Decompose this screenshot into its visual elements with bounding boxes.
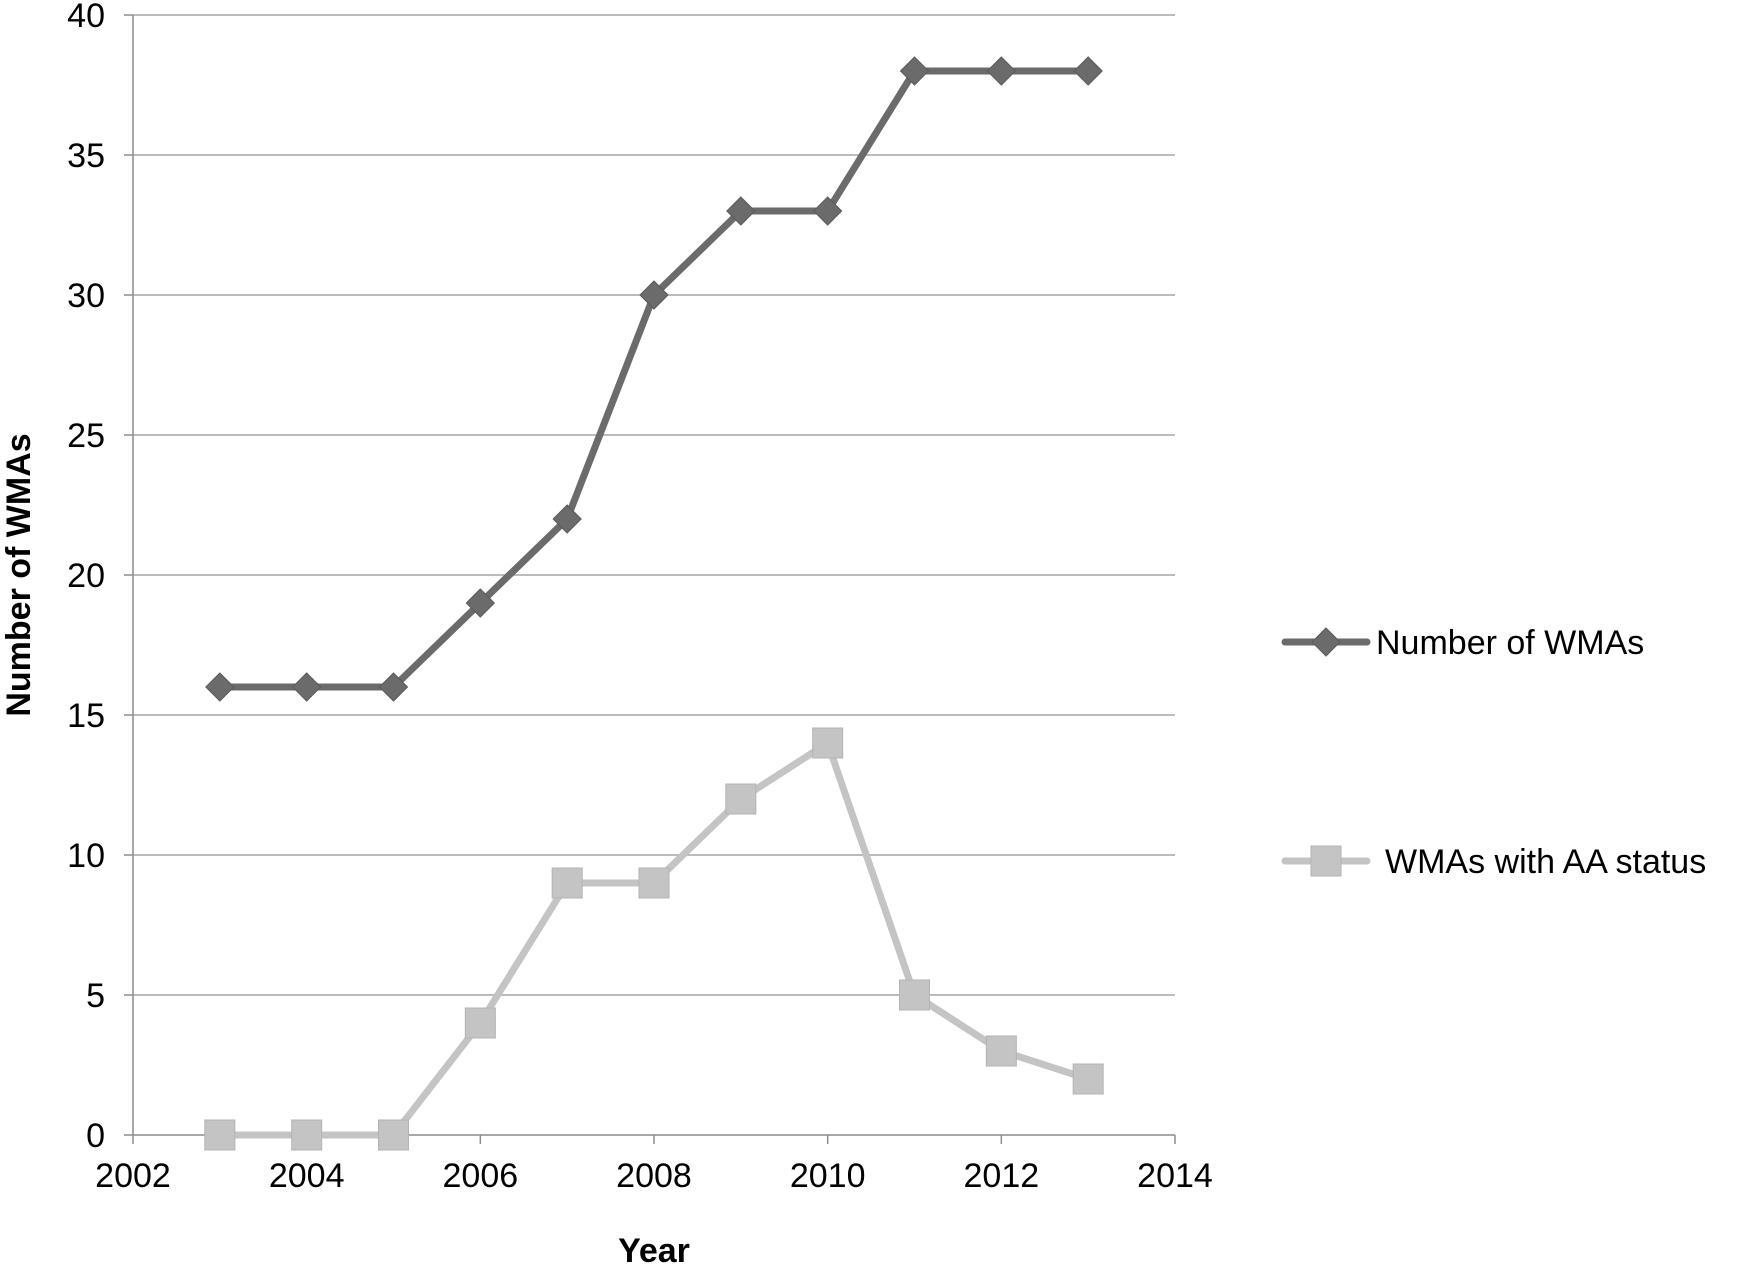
x-tick-label: 2010: [790, 1157, 866, 1195]
data-point: [204, 1119, 236, 1151]
x-tick-label: 2006: [443, 1157, 519, 1195]
x-tick-label: 2004: [269, 1157, 345, 1195]
axes: [124, 14, 1176, 1144]
series-2: [204, 727, 1104, 1151]
series-line: [216, 67, 1092, 691]
series-line: [216, 739, 1092, 1139]
data-point: [726, 196, 756, 226]
y-tick-label: 5: [86, 977, 105, 1015]
y-tick-label: 0: [86, 1117, 105, 1155]
data-point: [812, 727, 844, 759]
data-point: [464, 1007, 496, 1039]
y-tick-label: 40: [67, 0, 105, 35]
x-axis-title: Year: [618, 1232, 690, 1266]
legend-swatch-marker: [1311, 627, 1341, 657]
tick-labels: 0 5 10 15 20 25 30 35 40 2002 2004 2006 2008 2010 2012…: [67, 0, 1213, 1195]
data-point: [551, 867, 583, 899]
y-tick-label: 15: [67, 697, 105, 735]
data-point: [899, 979, 930, 1011]
y-tick-label: 20: [67, 557, 105, 595]
y-tick-label: 25: [67, 417, 105, 455]
legend-swatch-marker: [1310, 845, 1342, 877]
data-point: [291, 672, 322, 702]
data-point: [552, 504, 582, 534]
series-lines: [204, 56, 1104, 1151]
data-point: [638, 867, 670, 899]
data-point: [465, 588, 496, 618]
y-tick-label: 10: [67, 837, 105, 875]
data-point: [378, 1119, 409, 1151]
legend-label: WMAs with AA status: [1385, 843, 1706, 881]
x-tick-label: 2012: [964, 1157, 1040, 1195]
y-tick-label: 35: [67, 137, 105, 175]
data-point: [1072, 1063, 1104, 1095]
x-tick-label: 2014: [1137, 1157, 1213, 1195]
data-point: [291, 1119, 323, 1151]
data-point: [1073, 56, 1103, 86]
y-tick-label: 30: [67, 277, 105, 315]
data-point: [378, 672, 409, 702]
data-point: [639, 280, 669, 310]
gridlines: [133, 14, 1175, 996]
x-tick-label: 2008: [616, 1157, 692, 1195]
data-point: [725, 783, 757, 815]
y-axis-title: Number of WMAs: [0, 433, 38, 716]
series-1: [205, 56, 1103, 702]
legend: Number of WMAs WMAs with AA status: [1281, 624, 1706, 881]
data-point: [986, 56, 1017, 86]
data-point: [985, 1035, 1017, 1067]
data-point: [812, 196, 843, 226]
data-point: [205, 672, 235, 702]
data-point: [899, 56, 930, 86]
legend-label: Number of WMAs: [1376, 624, 1644, 662]
x-tick-label: 2002: [95, 1157, 171, 1195]
legend-entry-1: Number of WMAs: [1281, 624, 1644, 662]
legend-entry-2: WMAs with AA status: [1281, 843, 1706, 881]
